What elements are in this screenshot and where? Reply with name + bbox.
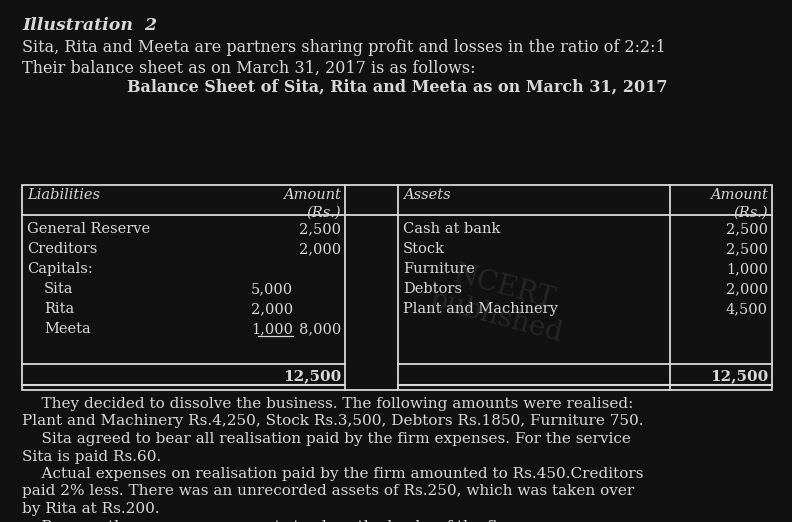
Text: Meeta: Meeta [44, 322, 91, 336]
Text: 12,500: 12,500 [710, 369, 768, 383]
Text: Creditors: Creditors [27, 242, 97, 256]
Bar [22, 185, 772, 390]
Text: 1,000: 1,000 [251, 322, 293, 336]
Text: Balance Sheet of Sita, Rita and Meeta as on March 31, 2017: Balance Sheet of Sita, Rita and Meeta as… [127, 79, 667, 96]
Text: Illustration  2: Illustration 2 [22, 17, 157, 34]
Text: 2,000: 2,000 [251, 302, 293, 316]
Text: 12,500: 12,500 [283, 369, 341, 383]
Text: Prepare the necessary accounts to close the books of the firm.: Prepare the necessary accounts to close … [22, 519, 524, 522]
Text: Amount
(Rs.): Amount (Rs.) [283, 188, 341, 219]
Text: 2,500: 2,500 [726, 222, 768, 236]
Text: Sita agreed to bear all realisation paid by the firm expenses. For the service: Sita agreed to bear all realisation paid… [22, 432, 631, 446]
Text: Rita: Rita [44, 302, 74, 316]
Text: Debtors: Debtors [403, 282, 462, 296]
Text: Plant and Machinery Rs.4,250, Stock Rs.3,500, Debtors Rs.1850, Furniture 750.: Plant and Machinery Rs.4,250, Stock Rs.3… [22, 414, 644, 429]
Text: Stock: Stock [403, 242, 445, 256]
Text: 2,000: 2,000 [299, 242, 341, 256]
Text: Cash at bank: Cash at bank [403, 222, 501, 236]
Text: Capitals:: Capitals: [27, 262, 93, 276]
Text: They decided to dissolve the business. The following amounts were realised:: They decided to dissolve the business. T… [22, 397, 634, 411]
Text: 2,000: 2,000 [726, 282, 768, 296]
Text: Plant and Machinery: Plant and Machinery [403, 302, 558, 316]
Text: by Rita at Rs.200.: by Rita at Rs.200. [22, 502, 160, 516]
Text: 1,000: 1,000 [726, 262, 768, 276]
Text: 8,000: 8,000 [299, 322, 341, 336]
Text: paid 2% less. There was an unrecorded assets of Rs.250, which was taken over: paid 2% less. There was an unrecorded as… [22, 484, 634, 499]
Text: Their balance sheet as on March 31, 2017 is as follows:: Their balance sheet as on March 31, 2017… [22, 60, 475, 77]
Text: Sita, Rita and Meeta are partners sharing profit and losses in the ratio of 2:2:: Sita, Rita and Meeta are partners sharin… [22, 39, 666, 56]
Text: 5,000: 5,000 [251, 282, 293, 296]
Text: Liabilities: Liabilities [27, 188, 100, 202]
Text: Actual expenses on realisation paid by the firm amounted to Rs.450.Creditors: Actual expenses on realisation paid by t… [22, 467, 644, 481]
Text: Sita: Sita [44, 282, 74, 296]
Text: General Reserve: General Reserve [27, 222, 150, 236]
Text: NCERT
published: NCERT published [426, 256, 573, 348]
Text: Amount
(Rs.): Amount (Rs.) [710, 188, 768, 219]
Text: Furniture: Furniture [403, 262, 475, 276]
Text: Assets: Assets [403, 188, 451, 202]
Text: 4,500: 4,500 [726, 302, 768, 316]
Text: Sita is paid Rs.60.: Sita is paid Rs.60. [22, 449, 162, 464]
Text: 2,500: 2,500 [726, 242, 768, 256]
Text: 2,500: 2,500 [299, 222, 341, 236]
